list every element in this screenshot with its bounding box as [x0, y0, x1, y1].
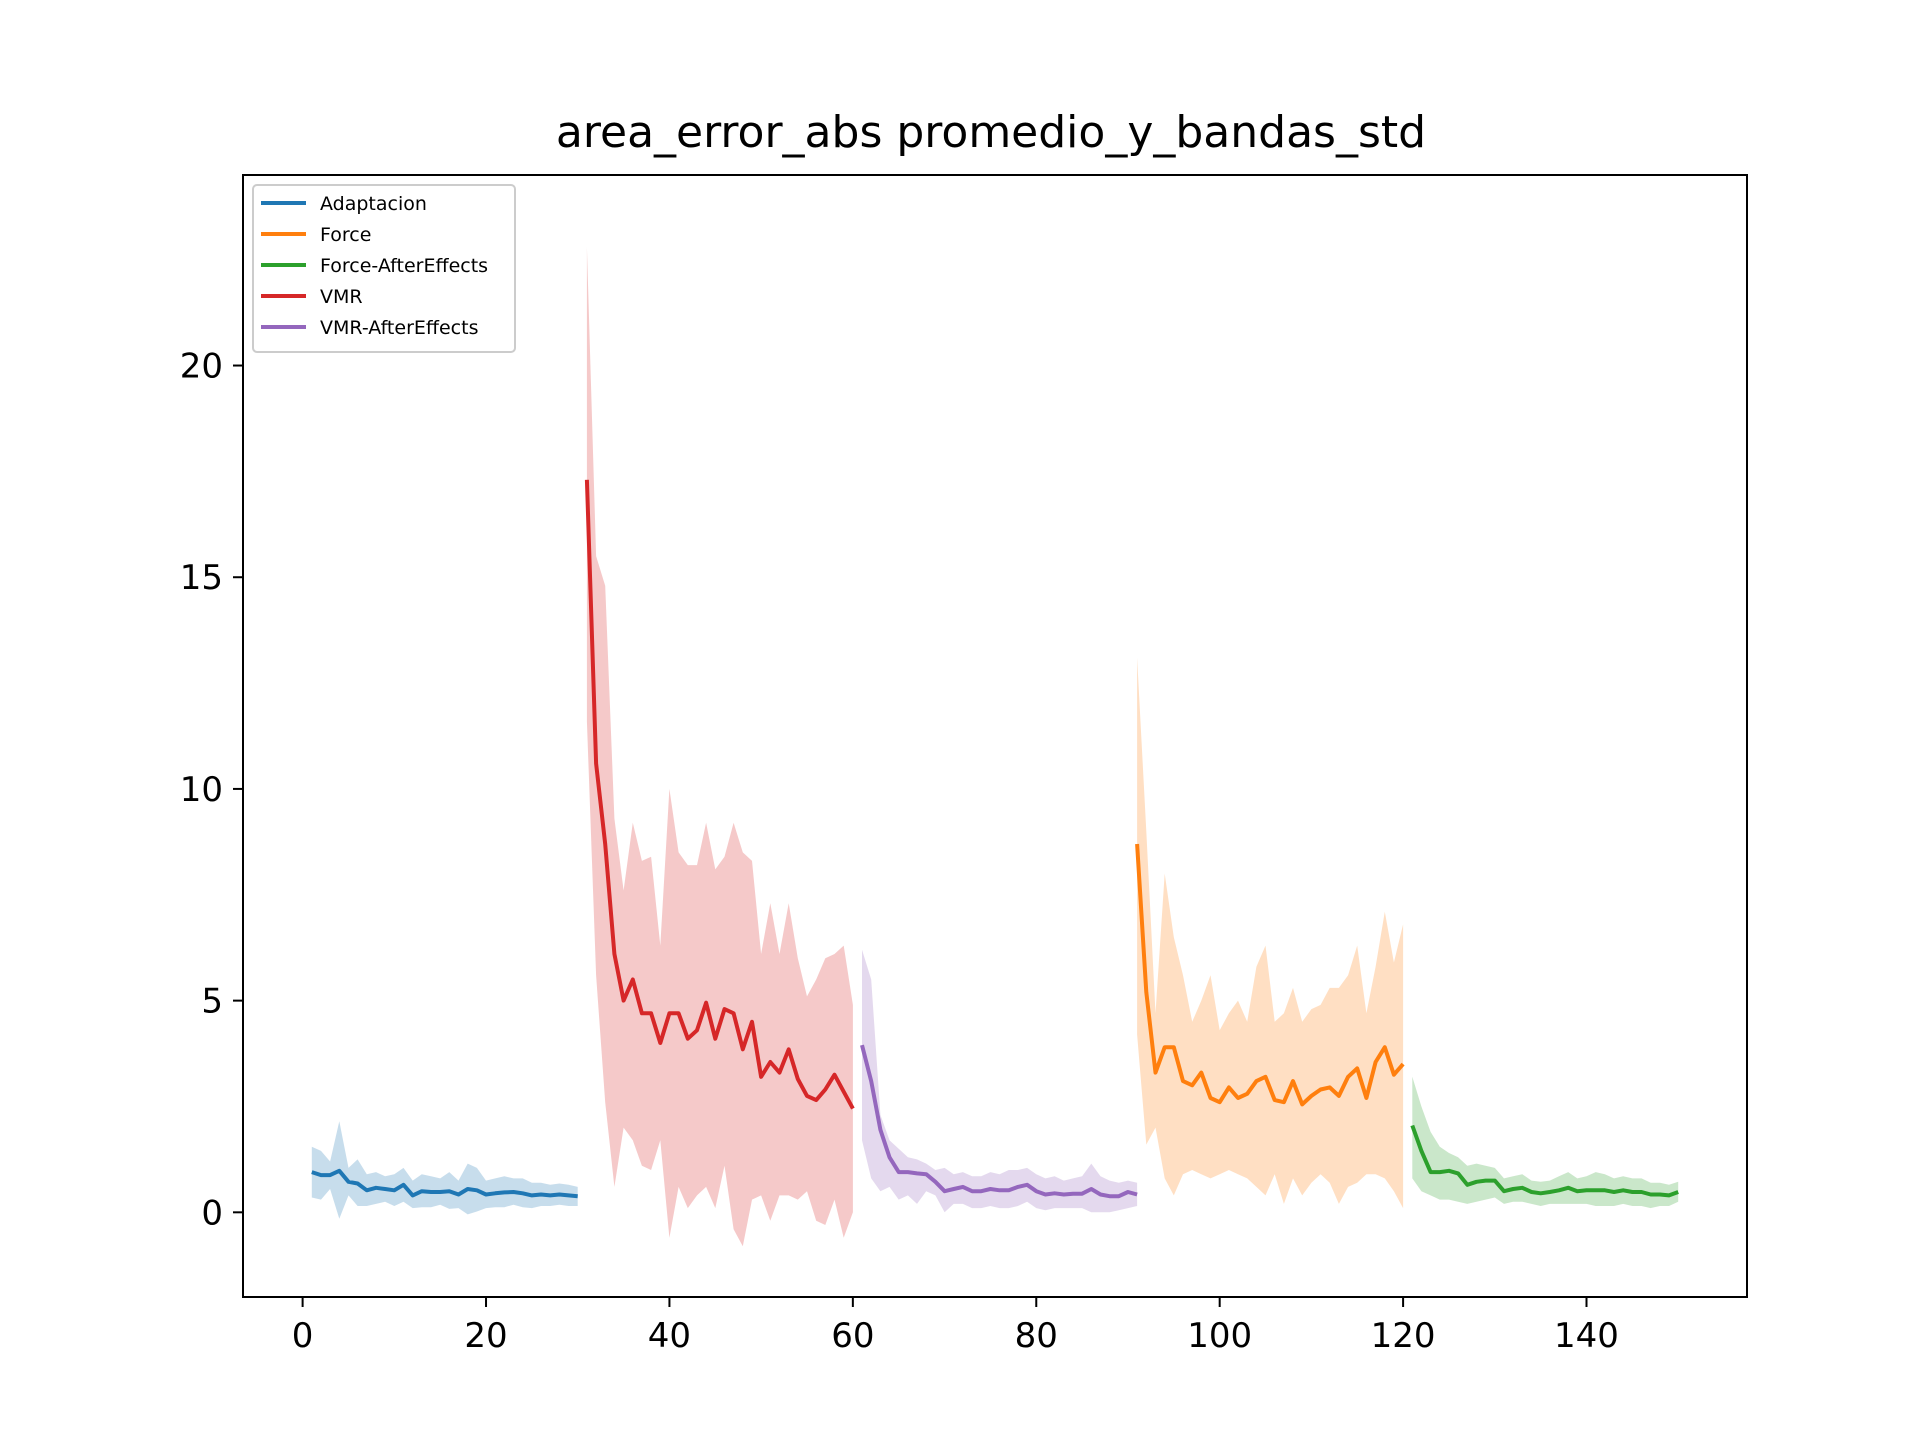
- x-tick-label-2: 40: [648, 1316, 691, 1356]
- std-band-1: [1137, 657, 1404, 1209]
- std-bands: [311, 247, 1679, 1247]
- mean-line-4: [860, 1044, 1138, 1199]
- y-tick-label-3: 15: [180, 558, 223, 598]
- x-tick-label-1: 20: [464, 1316, 507, 1356]
- y-tick-label-4: 20: [180, 347, 223, 387]
- std-band-3: [586, 247, 853, 1247]
- x-tick-label-5: 100: [1187, 1316, 1252, 1356]
- legend-label-3: VMR: [320, 286, 363, 308]
- x-tick-label-0: 0: [292, 1316, 314, 1356]
- mean-line-3: [584, 479, 855, 1110]
- x-tick-label-7: 140: [1554, 1316, 1619, 1356]
- x-tick-label-3: 60: [831, 1316, 874, 1356]
- mean-line-0: [311, 1168, 578, 1199]
- y-tick-label-2: 10: [180, 770, 223, 810]
- std-band-4: [862, 949, 1138, 1213]
- std-band-0: [311, 1121, 578, 1219]
- mean-line-1: [1135, 843, 1405, 1107]
- mean-line-2: [1410, 1124, 1679, 1198]
- y-tick-label-0: 0: [201, 1193, 223, 1233]
- legend-label-4: VMR-AfterEffects: [320, 317, 478, 339]
- x-tick-label-6: 120: [1371, 1316, 1436, 1356]
- legend: Adaptacion Force Force-AfterEffects VMR VMR-…: [252, 184, 516, 353]
- x-tick-label-4: 80: [1015, 1316, 1058, 1356]
- legend-label-1: Force: [320, 224, 371, 246]
- legend-box: [252, 184, 516, 353]
- mean-lines: [311, 479, 1679, 1199]
- y-axis: 0 5 10 15 20: [180, 347, 243, 1233]
- legend-label-2: Force-AfterEffects: [320, 255, 488, 277]
- chart-title: area_error_abs promedio_y_bandas_std: [556, 107, 1426, 158]
- y-tick-label-1: 5: [201, 982, 223, 1022]
- std-band-2: [1412, 1076, 1679, 1209]
- plot-frame: [242, 174, 1748, 1298]
- x-axis: 0 20 40 60 80 100 120 140: [292, 1297, 1619, 1356]
- legend-label-0: Adaptacion: [320, 193, 427, 215]
